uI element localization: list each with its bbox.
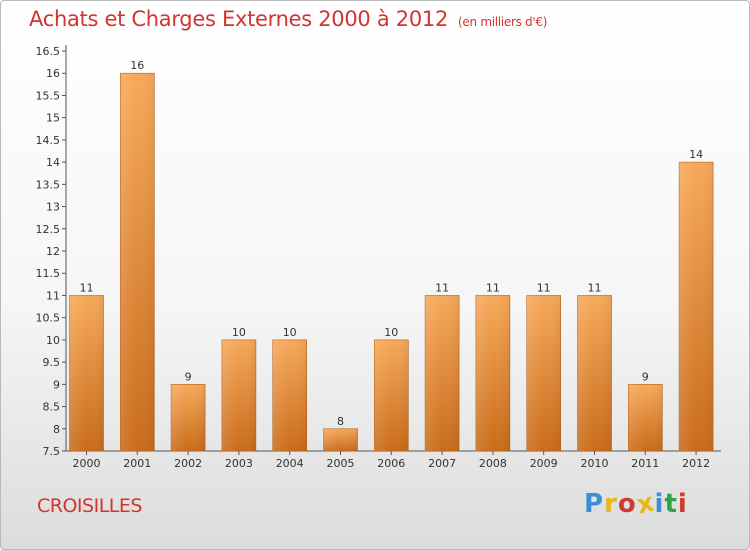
y-tick-label: 16.5	[36, 45, 61, 58]
data-label: 16	[130, 59, 144, 72]
bar-sheen	[425, 295, 460, 451]
x-tick-label: 2006	[377, 457, 405, 470]
logo-letter: P	[584, 489, 605, 519]
y-tick-label: 9.5	[43, 356, 61, 369]
bar-sheen	[69, 295, 104, 451]
bar-sheen	[120, 73, 155, 451]
y-tick-label: 11.5	[36, 267, 61, 280]
chart-title: Achats et Charges Externes 2000 à 2012 (e…	[29, 7, 547, 31]
x-tick-label: 2002	[174, 457, 202, 470]
y-tick-label: 7.5	[43, 445, 61, 458]
data-label: 14	[689, 148, 703, 161]
bar-sheen	[679, 162, 714, 451]
y-tick-label: 10.5	[36, 312, 61, 325]
logo-letter: o	[617, 489, 637, 519]
x-tick-label: 2005	[327, 457, 355, 470]
y-tick-label: 13.5	[36, 178, 61, 191]
x-tick-label: 2007	[428, 457, 456, 470]
logo-letter: i	[677, 489, 688, 519]
unit-note: (en milliers d'€)	[458, 15, 548, 29]
axes: 7.5 8 8.5 9 9.5 10 10.5 11 11.5 12 12.5 13 13.5 14 14.…	[36, 45, 721, 470]
place-name: CROISILLES	[37, 495, 142, 517]
logo-letter: t	[664, 489, 678, 519]
bar-sheen	[628, 384, 663, 451]
y-tick-label: 15.5	[36, 89, 61, 102]
x-tick-label: 2004	[276, 457, 304, 470]
data-label: 11	[80, 281, 94, 294]
bar-sheen	[577, 295, 612, 451]
y-tick-label: 10	[46, 334, 60, 347]
chart-title-text: Achats et Charges Externes 2000 à 2012	[29, 7, 449, 31]
bar-sheen	[323, 428, 358, 451]
bars-group: 11 16 9 10 10 8 10 11 11 11 11 9 14	[69, 59, 714, 452]
data-label: 11	[435, 281, 449, 294]
bar-sheen	[475, 295, 510, 451]
y-tick-label: 8.5	[43, 401, 61, 414]
x-tick-label: 2010	[581, 457, 609, 470]
y-tick-label: 11	[46, 289, 60, 302]
data-label: 10	[283, 326, 297, 339]
logo-letter: r	[604, 489, 618, 519]
data-label: 11	[486, 281, 500, 294]
x-tick-label: 2011	[631, 457, 659, 470]
bar-sheen	[526, 295, 561, 451]
bar-sheen	[272, 339, 307, 451]
data-label: 9	[185, 370, 192, 383]
data-label: 11	[537, 281, 551, 294]
y-tick-label: 16	[46, 67, 60, 80]
data-label: 9	[642, 370, 649, 383]
y-tick-label: 12	[46, 245, 60, 258]
x-tick-label: 2009	[530, 457, 558, 470]
y-tick-label: 13	[46, 201, 60, 214]
x-tick-label: 2008	[479, 457, 507, 470]
x-tick-label: 2003	[225, 457, 253, 470]
logo-letter: i	[654, 489, 665, 519]
y-tick-label: 15	[46, 112, 60, 125]
y-tick-label: 12.5	[36, 223, 61, 236]
y-tick-label: 14	[46, 156, 60, 169]
data-label: 8	[337, 415, 344, 428]
data-label: 10	[384, 326, 398, 339]
bar-sheen	[374, 339, 409, 451]
data-label: 11	[588, 281, 602, 294]
data-label: 10	[232, 326, 246, 339]
bar-sheen	[221, 339, 256, 451]
x-tick-label: 2000	[73, 457, 101, 470]
x-tick-label: 2012	[682, 457, 710, 470]
y-tick-label: 8	[53, 423, 60, 436]
y-tick-label: 14.5	[36, 134, 61, 147]
y-tick-label: 9	[53, 378, 60, 391]
x-tick-label: 2001	[123, 457, 151, 470]
proxiti-logo[interactable]: Proxiti	[584, 487, 688, 520]
bar-sheen	[171, 384, 206, 451]
